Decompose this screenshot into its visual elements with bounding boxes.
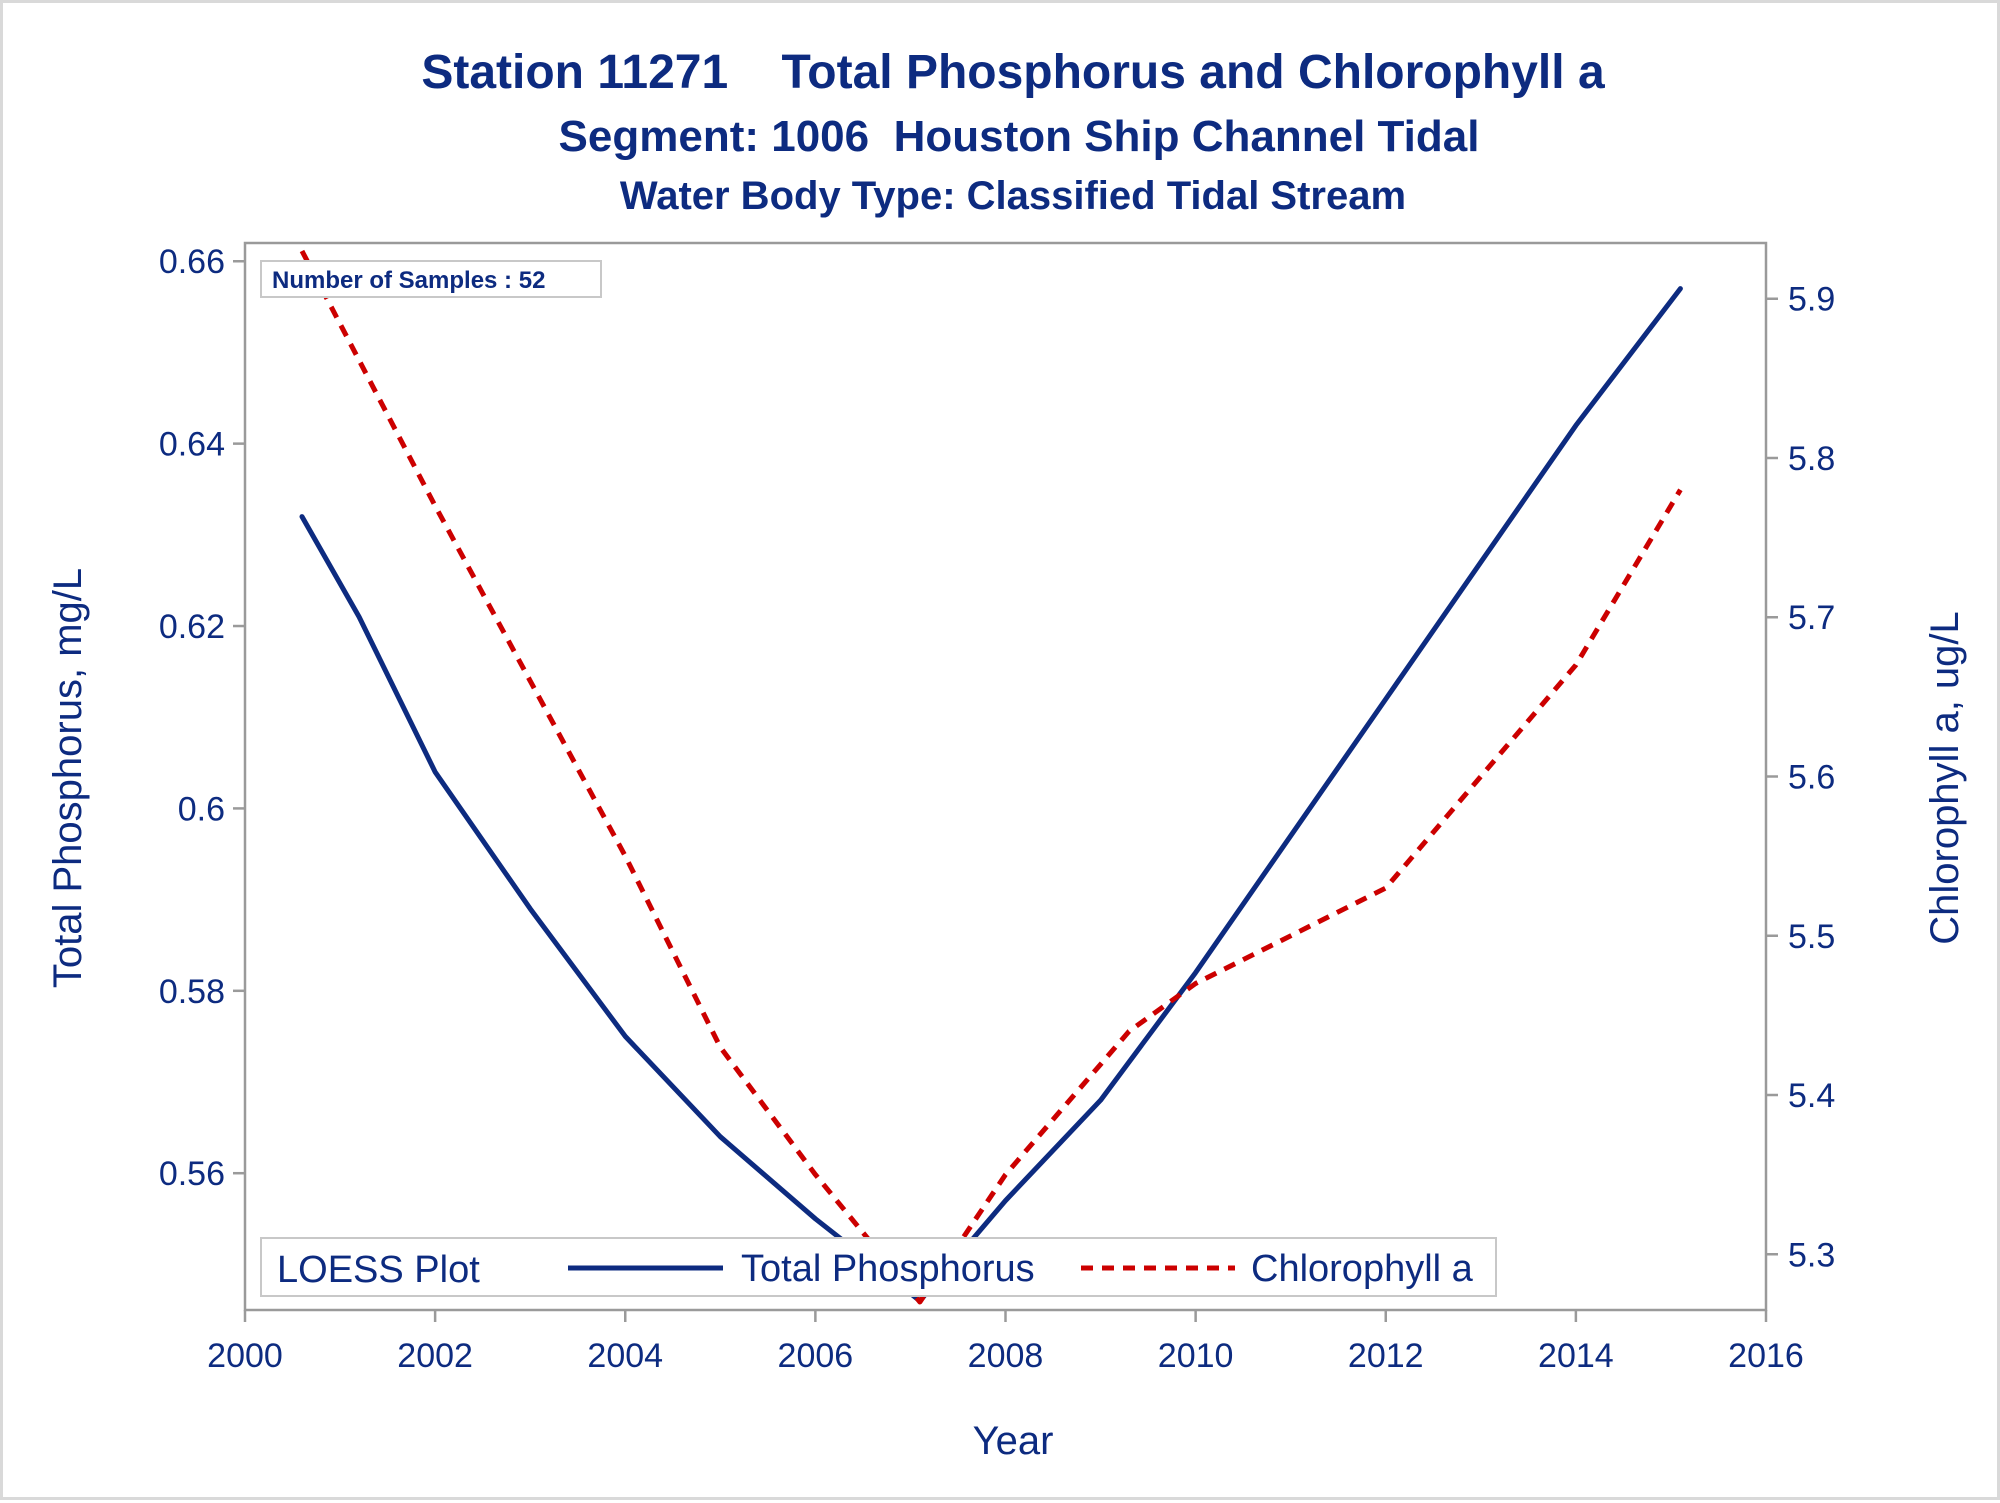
x-tick-label: 2014 bbox=[1538, 1337, 1614, 1375]
y-axis-left: 0.56 0.58 0.6 0.62 0.64 0.66 bbox=[159, 243, 245, 1193]
plot-area bbox=[243, 241, 1768, 1312]
chart-svg: Station 11271 Total Phosphorus and Chlor… bbox=[46, 46, 1967, 1463]
legend-title: LOESS Plot bbox=[277, 1249, 480, 1291]
series-line-total-phosphorus bbox=[299, 286, 1683, 1304]
y-left-tick-label: 0.58 bbox=[159, 973, 225, 1011]
legend-box bbox=[260, 1237, 1497, 1297]
y-axis-right-label: Chlorophyll a, ug/L bbox=[1923, 611, 1967, 945]
y-left-tick-label: 0.62 bbox=[159, 608, 225, 646]
y-axis-left-label: Total Phosphorus, mg/L bbox=[46, 568, 90, 988]
chart-subtitle: Segment: 1006 Houston Ship Channel Tidal bbox=[559, 112, 1480, 161]
y-right-tick-label: 5.3 bbox=[1788, 1236, 1835, 1274]
series-line-chlorophyll-a bbox=[299, 249, 1683, 1305]
y-right-tick-label: 5.4 bbox=[1788, 1077, 1835, 1115]
annotation-box bbox=[260, 260, 602, 298]
y-left-tick-label: 0.56 bbox=[159, 1155, 225, 1193]
y-left-tick-label: 0.6 bbox=[178, 790, 225, 828]
legend-label-total-phosphorus: Total Phosphorus bbox=[741, 1248, 1035, 1290]
x-tick-label: 2016 bbox=[1728, 1337, 1804, 1375]
legend-label-chlorophyll-a: Chlorophyll a bbox=[1251, 1248, 1474, 1290]
y-left-tick-label: 0.64 bbox=[159, 426, 225, 464]
x-axis-label: Year bbox=[973, 1419, 1054, 1463]
chart-subtitle-2: Water Body Type: Classified Tidal Stream bbox=[620, 174, 1406, 218]
x-tick-label: 2004 bbox=[587, 1337, 663, 1375]
y-right-tick-label: 5.7 bbox=[1788, 599, 1835, 637]
y-right-tick-label: 5.6 bbox=[1788, 759, 1835, 797]
y-right-tick-label: 5.5 bbox=[1788, 918, 1835, 956]
y-axis-right: 5.3 5.4 5.5 5.6 5.7 5.8 5.9 bbox=[1766, 281, 1835, 1274]
y-right-tick-label: 5.8 bbox=[1788, 440, 1835, 478]
x-tick-label: 2010 bbox=[1158, 1337, 1234, 1375]
x-tick-label: 2000 bbox=[207, 1337, 283, 1375]
y-right-tick-label: 5.9 bbox=[1788, 281, 1835, 319]
x-tick-label: 2006 bbox=[778, 1337, 854, 1375]
x-axis: 2000 2002 2004 2006 2008 2010 2012 2014 2016 bbox=[207, 1310, 1804, 1375]
series-layer bbox=[299, 249, 1683, 1305]
chart-title: Station 11271 Total Phosphorus and Chlor… bbox=[421, 46, 1605, 99]
annotation-text: Number of Samples : 52 bbox=[272, 267, 545, 294]
y-left-tick-label: 0.66 bbox=[159, 243, 225, 281]
x-tick-label: 2002 bbox=[397, 1337, 473, 1375]
x-tick-label: 2012 bbox=[1348, 1337, 1424, 1375]
x-tick-label: 2008 bbox=[968, 1337, 1044, 1375]
